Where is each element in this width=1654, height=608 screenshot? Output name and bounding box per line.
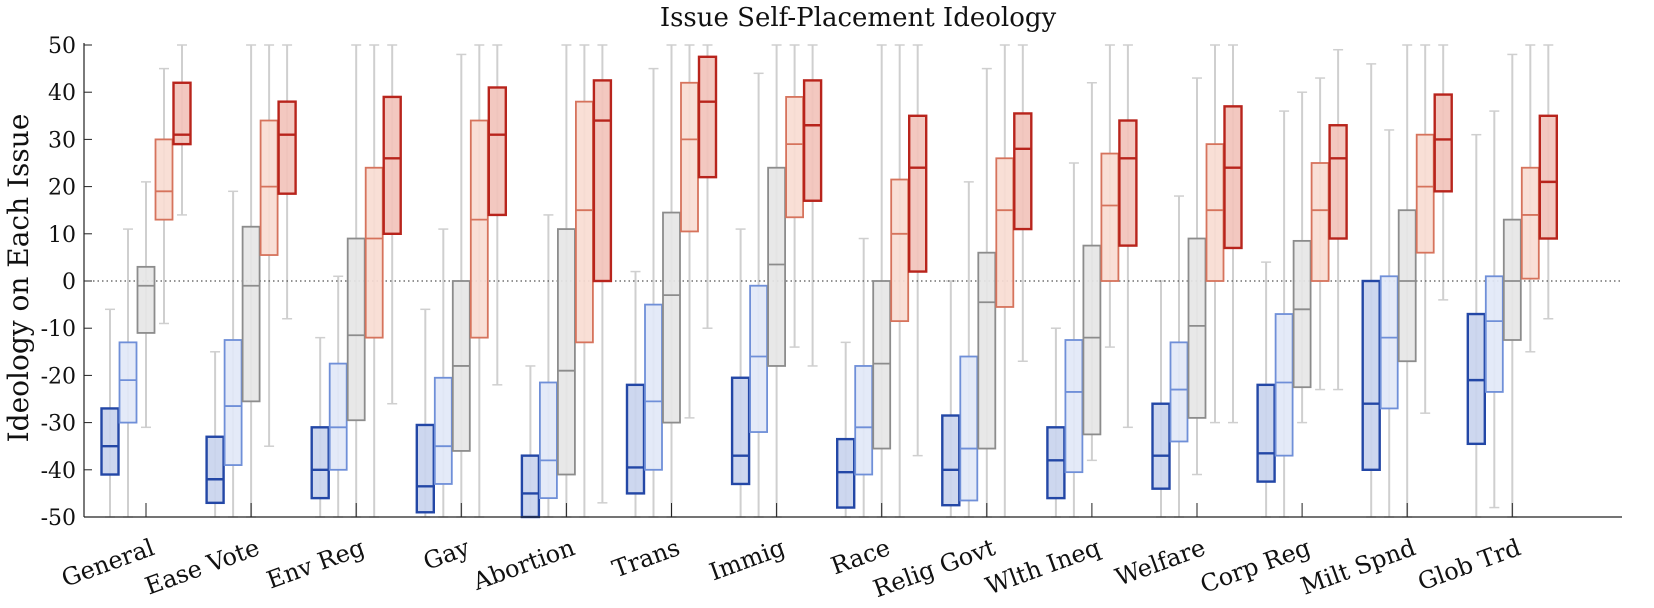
box-liberal xyxy=(1274,313,1294,457)
box-liberal xyxy=(118,341,138,424)
boxes xyxy=(100,55,1559,519)
box-strong-liberal xyxy=(100,407,120,476)
box-moderate xyxy=(136,265,156,334)
box-conservative xyxy=(890,178,910,323)
y-tick-label: 40 xyxy=(48,81,76,106)
box-strong-liberal xyxy=(1256,383,1276,483)
box-strong-conservative xyxy=(908,114,928,273)
box-conservative xyxy=(259,119,279,256)
box-strong-conservative xyxy=(592,79,613,283)
x-category-label: Gay xyxy=(420,533,474,576)
box-strong-liberal xyxy=(730,376,751,486)
box-strong-liberal xyxy=(625,383,646,495)
box-moderate xyxy=(1187,237,1207,419)
box-liberal xyxy=(854,365,874,476)
x-category-label: Immig xyxy=(706,533,789,586)
y-axis-ticks: 50 40 30 20 10 0 -10 -20 -30 -40 -50 xyxy=(41,34,92,531)
box-strong-conservative xyxy=(1328,124,1348,240)
box-strong-liberal xyxy=(941,414,961,507)
x-category-label: Glob Trd xyxy=(1414,533,1524,596)
box-strong-liberal xyxy=(1046,426,1066,500)
box-liberal xyxy=(328,362,348,471)
box-conservative xyxy=(785,96,804,219)
y-axis-label: Ideology on Each Issue xyxy=(2,114,35,443)
box-strong-conservative xyxy=(802,79,823,202)
box-moderate xyxy=(662,211,681,424)
axes xyxy=(83,43,1622,518)
box-liberal xyxy=(223,339,243,466)
y-tick-label: 50 xyxy=(48,34,76,59)
box-strong-liberal xyxy=(415,423,435,514)
box-conservative xyxy=(154,138,174,221)
box-moderate xyxy=(346,237,366,422)
chart-title: Issue Self-Placement Ideology xyxy=(660,3,1057,33)
box-liberal xyxy=(539,381,558,500)
box-conservative xyxy=(995,157,1015,308)
box-strong-conservative xyxy=(487,86,507,217)
box-liberal xyxy=(959,355,979,502)
box-strong-conservative xyxy=(1118,119,1138,247)
x-category-label: Corp Reg xyxy=(1197,533,1315,599)
box-strong-conservative xyxy=(382,95,402,236)
box-moderate xyxy=(977,251,997,450)
box-liberal xyxy=(644,303,663,471)
box-strong-conservative xyxy=(1538,114,1559,240)
y-tick-label: 20 xyxy=(48,176,76,201)
box-strong-liberal xyxy=(1361,279,1381,472)
box-liberal xyxy=(433,376,453,485)
box-moderate xyxy=(1292,239,1312,389)
box-conservative xyxy=(1310,162,1330,282)
y-tick-label: -20 xyxy=(41,364,76,389)
box-moderate xyxy=(767,166,786,367)
box-strong-conservative xyxy=(1433,93,1453,193)
box-strong-liberal xyxy=(205,435,225,505)
x-category-label: Env Reg xyxy=(263,533,368,594)
box-liberal xyxy=(1169,341,1189,443)
box-moderate xyxy=(1082,244,1102,436)
box-moderate xyxy=(872,280,892,450)
y-tick-label: -10 xyxy=(41,317,76,342)
box-conservative xyxy=(469,119,489,339)
box-conservative xyxy=(1205,143,1225,282)
box-strong-liberal xyxy=(1151,402,1171,490)
box-liberal xyxy=(1484,275,1504,393)
box-liberal xyxy=(1379,275,1399,410)
y-tick-label: -30 xyxy=(41,412,76,437)
x-category-label: Abortion xyxy=(468,533,578,596)
box-liberal xyxy=(1064,339,1084,474)
box-conservative xyxy=(1100,152,1120,282)
y-tick-label: 10 xyxy=(48,223,76,248)
box-strong-conservative xyxy=(277,100,297,195)
box-conservative xyxy=(1520,166,1540,280)
box-conservative xyxy=(364,166,384,339)
x-category-label: Milt Spnd xyxy=(1297,533,1419,600)
box-moderate xyxy=(1397,209,1417,363)
y-tick-label: -40 xyxy=(41,459,76,484)
box-moderate xyxy=(557,228,576,476)
box-strong-conservative xyxy=(1013,112,1033,231)
x-category-label: General xyxy=(58,533,158,592)
y-tick-label: 0 xyxy=(62,270,76,295)
x-category-label: Wlth Ineq xyxy=(982,533,1104,600)
x-category-label: Welfare xyxy=(1112,533,1209,591)
box-liberal xyxy=(749,284,768,433)
box-conservative xyxy=(680,81,699,233)
box-strong-conservative xyxy=(697,55,718,179)
box-conservative xyxy=(1415,133,1435,254)
y-tick-label: -50 xyxy=(41,506,76,531)
box-moderate xyxy=(1502,218,1522,341)
box-strong-conservative xyxy=(1223,105,1243,250)
box-strong-liberal xyxy=(310,426,330,500)
box-strong-conservative xyxy=(172,81,192,146)
y-tick-label: 30 xyxy=(48,128,76,153)
box-strong-liberal xyxy=(520,454,541,519)
x-category-label: Relig Govt xyxy=(870,533,1000,603)
x-category-label: Ease Vote xyxy=(141,533,263,600)
box-conservative xyxy=(575,100,594,344)
box-moderate xyxy=(241,225,261,403)
x-category-label: Trans xyxy=(609,533,684,583)
